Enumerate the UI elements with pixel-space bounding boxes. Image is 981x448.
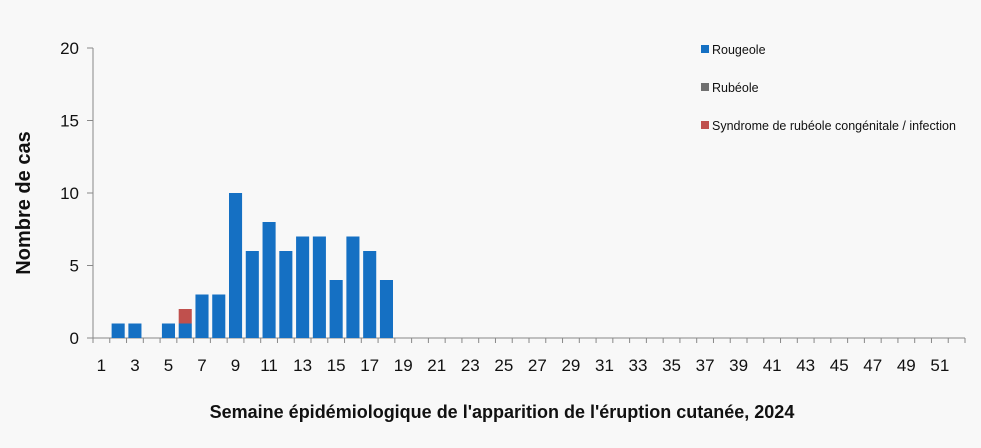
y-tick-label: 5 xyxy=(70,257,79,276)
y-tick-label: 0 xyxy=(70,329,79,348)
x-tick-label: 9 xyxy=(231,356,240,375)
bar xyxy=(178,309,192,324)
bar xyxy=(111,323,125,338)
x-tick-label: 19 xyxy=(394,356,413,375)
y-axis: 0 5 10 15 20 xyxy=(60,39,94,348)
x-tick-label: 49 xyxy=(897,356,916,375)
bar xyxy=(262,222,276,338)
x-tick-label: 5 xyxy=(164,356,173,375)
legend-swatch xyxy=(701,121,709,129)
x-tick-label: 1 xyxy=(97,356,106,375)
bar xyxy=(329,280,343,338)
x-tick-label: 37 xyxy=(696,356,715,375)
x-axis-title: Semaine épidémiologique de l'apparition … xyxy=(210,402,795,422)
x-tick-label: 47 xyxy=(863,356,882,375)
x-tick-label: 7 xyxy=(197,356,206,375)
bar xyxy=(363,251,377,338)
bar xyxy=(279,251,293,338)
legend-swatch xyxy=(701,83,709,91)
x-tick-label: 29 xyxy=(561,356,580,375)
x-axis: 1 3 5 7 9 11 13 15 17 19 21 23 25 27 29 31 33 35 37 39 41 43 4… xyxy=(92,337,966,375)
x-tick-label: 23 xyxy=(461,356,480,375)
bar xyxy=(379,280,394,338)
x-tick-label: 51 xyxy=(930,356,949,375)
x-tick-label: 31 xyxy=(595,356,614,375)
bar xyxy=(228,193,243,338)
bar xyxy=(346,236,360,338)
legend-label: Rubéole xyxy=(712,81,759,95)
x-tick-label: 27 xyxy=(528,356,547,375)
bar xyxy=(161,323,176,338)
legend-swatch xyxy=(701,45,709,53)
bar xyxy=(245,251,259,338)
x-tick-label: 11 xyxy=(260,356,278,375)
y-tick-label: 15 xyxy=(60,112,79,131)
bar xyxy=(128,323,142,338)
x-tick-label: 43 xyxy=(796,356,815,375)
bar xyxy=(195,294,209,338)
x-tick-label: 41 xyxy=(763,356,782,375)
x-tick-label: 3 xyxy=(130,356,139,375)
x-tick-label: 15 xyxy=(327,356,346,375)
x-tick-label: 17 xyxy=(360,356,379,375)
y-tick-label: 20 xyxy=(60,39,79,58)
bar xyxy=(178,323,192,338)
x-tick-label: 25 xyxy=(494,356,513,375)
x-tick-label: 33 xyxy=(629,356,648,375)
bar xyxy=(296,236,310,338)
x-tick-label: 39 xyxy=(729,356,748,375)
x-tick-label: 45 xyxy=(830,356,849,375)
bar xyxy=(212,294,226,338)
x-tick-label: 21 xyxy=(427,356,446,375)
y-tick-label: 10 xyxy=(60,184,79,203)
y-axis-title: Nombre de cas xyxy=(13,131,35,274)
legend: Rougeole Rubéole Syndrome de rubéole congé… xyxy=(701,43,956,133)
x-tick-label: 13 xyxy=(293,356,312,375)
x-tick-label: 35 xyxy=(662,356,681,375)
bars xyxy=(111,193,394,338)
legend-label: Rougeole xyxy=(712,43,766,57)
bar xyxy=(312,236,326,338)
legend-label: Syndrome de rubéole congénitale / infect… xyxy=(712,119,956,133)
